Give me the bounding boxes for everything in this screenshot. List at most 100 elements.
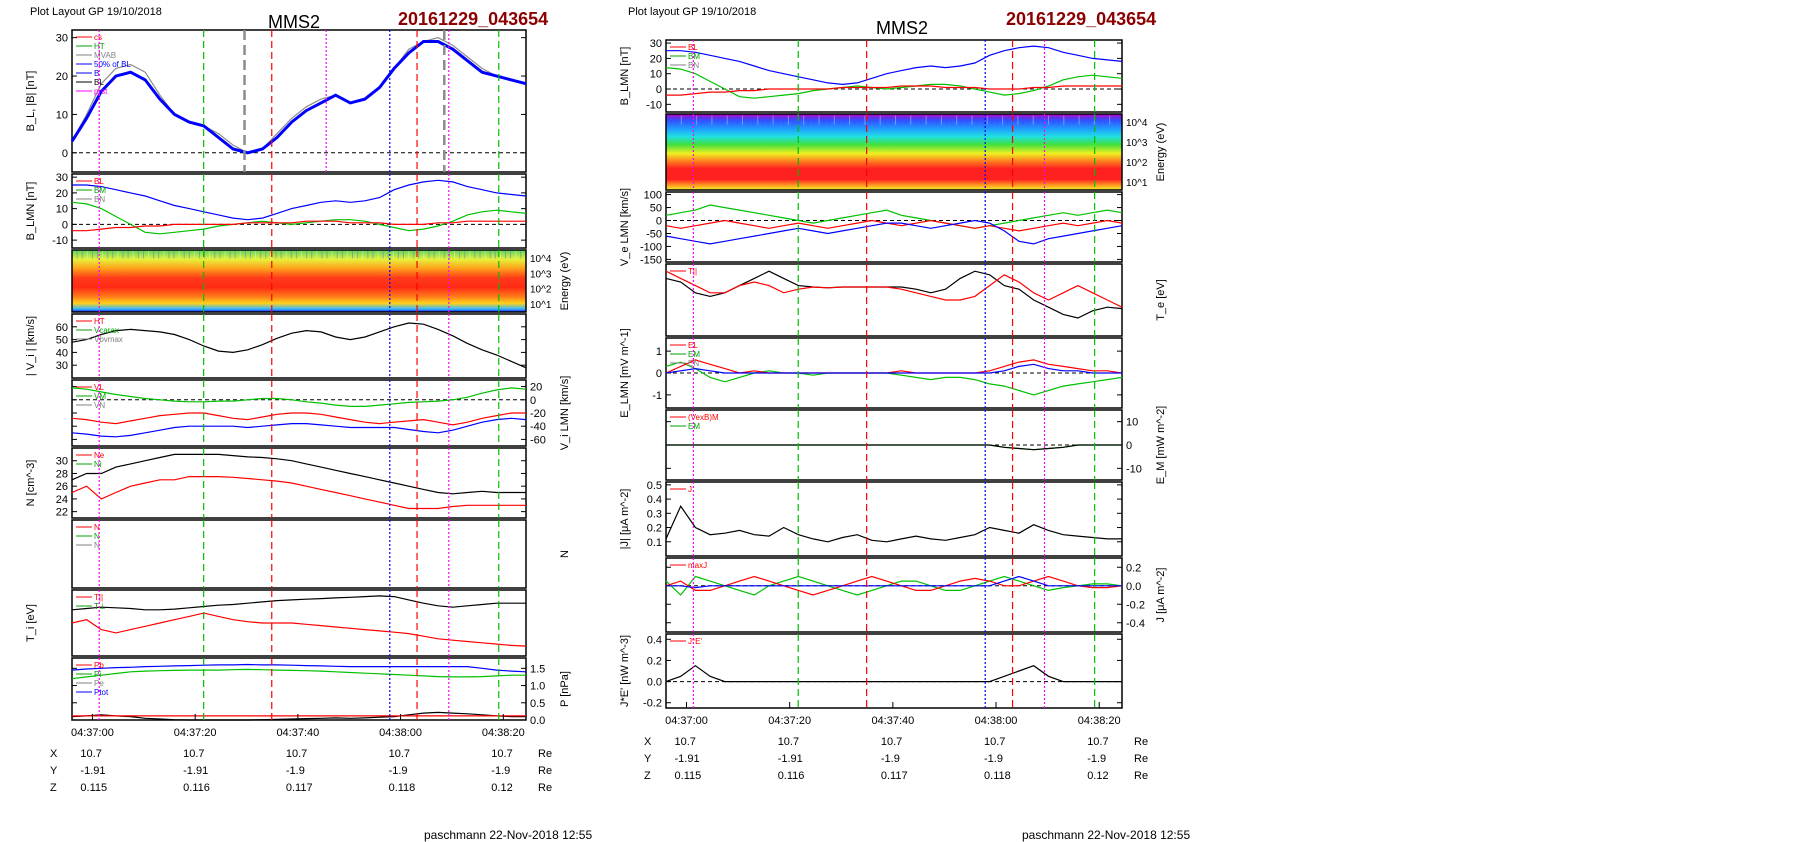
position-value: 10.7 <box>183 748 205 760</box>
right-event-id: 20161229_043654 <box>1006 9 1157 29</box>
legend-entry: N <box>94 523 100 532</box>
legend-entry: maxJ <box>688 561 707 570</box>
series-BL-line <box>666 45 1123 86</box>
series-BL-line <box>72 179 527 221</box>
left-panel-frame <box>71 29 527 173</box>
series-J-line <box>665 504 1122 543</box>
y-axis-label: T_e [eV] <box>1155 279 1167 321</box>
position-value: -1.9 <box>491 765 511 777</box>
left-spectrogram <box>72 250 526 312</box>
series-BM-line <box>665 67 1123 99</box>
position-value: -1.91 <box>777 753 803 765</box>
left-title: MMS2 <box>268 12 321 32</box>
legend-entry: 50% of BL <box>94 60 131 69</box>
position-value: -1.91 <box>183 765 209 777</box>
series-EM-line <box>666 444 1122 451</box>
legend-entry: MVAB <box>94 51 116 60</box>
time-tick-label: 04:37:20 <box>174 727 217 739</box>
legend-entry: EM <box>688 422 700 431</box>
series-VL-line <box>71 412 526 426</box>
position-value: 0.116 <box>183 782 210 794</box>
y-tick-label: 0.2 <box>1126 562 1141 574</box>
energy-tick-label: 10^1 <box>530 300 552 311</box>
series-T-line <box>665 270 1123 319</box>
y-tick-label: 0.0 <box>1126 581 1141 593</box>
position-value: -1.91 <box>674 753 700 765</box>
y-tick-label: 1.5 <box>530 663 545 675</box>
position-row-label: Z <box>50 782 57 794</box>
legend-entry: (VexB)M <box>688 413 719 422</box>
energy-tick-label: 10^1 <box>1126 178 1148 189</box>
right-panel-frame <box>665 191 1123 263</box>
series-BL-line <box>70 40 527 155</box>
position-value: 10.7 <box>777 736 800 748</box>
series-VeL-line <box>665 219 1123 232</box>
time-tick-label: 04:38:20 <box>1078 715 1121 727</box>
position-value: -1.9 <box>984 753 1003 765</box>
energy-tick-label: 10^2 <box>530 285 552 296</box>
left-panel-8: T_i [eV] T||T⊥ <box>25 589 527 657</box>
right-panel-2: 10^4 10^3 10^2 10^1 Energy (eV) <box>665 113 1167 191</box>
position-value: 0.115 <box>674 770 702 782</box>
position-value: 0.118 <box>388 782 416 794</box>
position-value: 0.115 <box>80 782 108 794</box>
y-tick-label: 30 <box>650 38 662 50</box>
legend-entry: Ne <box>94 451 105 460</box>
y-axis-label: J [μA m^-2] <box>1155 568 1167 623</box>
legend-entry: Ptot <box>94 688 109 697</box>
time-tick-label: 04:37:00 <box>71 727 114 739</box>
left-event-id: 20161229_043654 <box>398 9 549 29</box>
energy-tick-label: 10^3 <box>530 269 552 280</box>
right-panel-frame <box>665 557 1123 633</box>
position-value: 0.116 <box>777 770 805 782</box>
series-JN-line <box>666 575 1122 589</box>
left-panel-frame <box>71 447 527 519</box>
y-tick-label: 20 <box>56 71 68 83</box>
time-tick-label: 04:38:00 <box>379 727 422 739</box>
y-tick-label: -10 <box>646 99 662 111</box>
position-value: -1.91 <box>80 765 106 777</box>
y-tick-label: -10 <box>52 235 68 247</box>
right-panel-5: 10-1E_LMN [mV m^-1]ELEMEN <box>619 328 1123 418</box>
series-VN-line <box>71 417 527 438</box>
y-tick-label: -0.4 <box>1126 618 1145 630</box>
legend-entry: cs <box>94 33 102 42</box>
time-tick-label: 04:37:40 <box>871 715 914 727</box>
series-BN-line <box>666 85 1122 96</box>
y-tick-label: 30 <box>56 33 68 45</box>
series-Pi-line <box>71 668 526 680</box>
y-tick-label: 0.0 <box>530 715 545 727</box>
right-layout-label: Plot layout GP 19/10/2018 <box>628 6 757 18</box>
y-tick-label: 20 <box>530 382 542 394</box>
y-axis-label: V_e LMN [km/s] <box>619 188 631 266</box>
y-tick-label: 26 <box>56 481 68 493</box>
position-unit: Re <box>538 748 553 760</box>
series-Pb-line <box>71 711 526 721</box>
right-panel-8: 0.2 0.0 -0.2 -0.4 J [μA m^-2] maxJ <box>665 557 1167 633</box>
y-tick-label: -40 <box>530 421 546 433</box>
legend-entry: J <box>688 485 692 494</box>
y-tick-label: 0 <box>656 216 662 228</box>
series-VeM-line <box>665 204 1123 229</box>
series-EN-line <box>665 363 1122 374</box>
series-VeN-line <box>665 219 1123 245</box>
right-time-axis: 04:37:00 04:37:20 04:37:40 04:38:00 04:38:20 <box>665 702 1121 727</box>
left-panel-3: 10^4 10^3 10^2 10^1 Energy (eV) <box>71 249 571 313</box>
position-row-label: Y <box>50 765 58 777</box>
position-unit: Re <box>1134 770 1149 782</box>
position-value: 10.7 <box>880 736 903 748</box>
y-axis-label: T_i [eV] <box>25 604 37 642</box>
right-spectrogram <box>666 114 1122 190</box>
y-axis-label: V_i LMN [km/s] <box>559 376 571 451</box>
position-row-label: X <box>644 736 652 748</box>
legend-entry: T|| <box>94 593 103 602</box>
y-tick-label: -50 <box>646 228 662 240</box>
energy-tick-label: 10^4 <box>1126 118 1148 129</box>
right-panel-4: T_e [eV] T|| <box>665 263 1167 337</box>
y-tick-label: 0 <box>656 368 662 380</box>
y-tick-label: 0 <box>1126 440 1132 452</box>
y-axis-label: N <box>559 550 571 558</box>
